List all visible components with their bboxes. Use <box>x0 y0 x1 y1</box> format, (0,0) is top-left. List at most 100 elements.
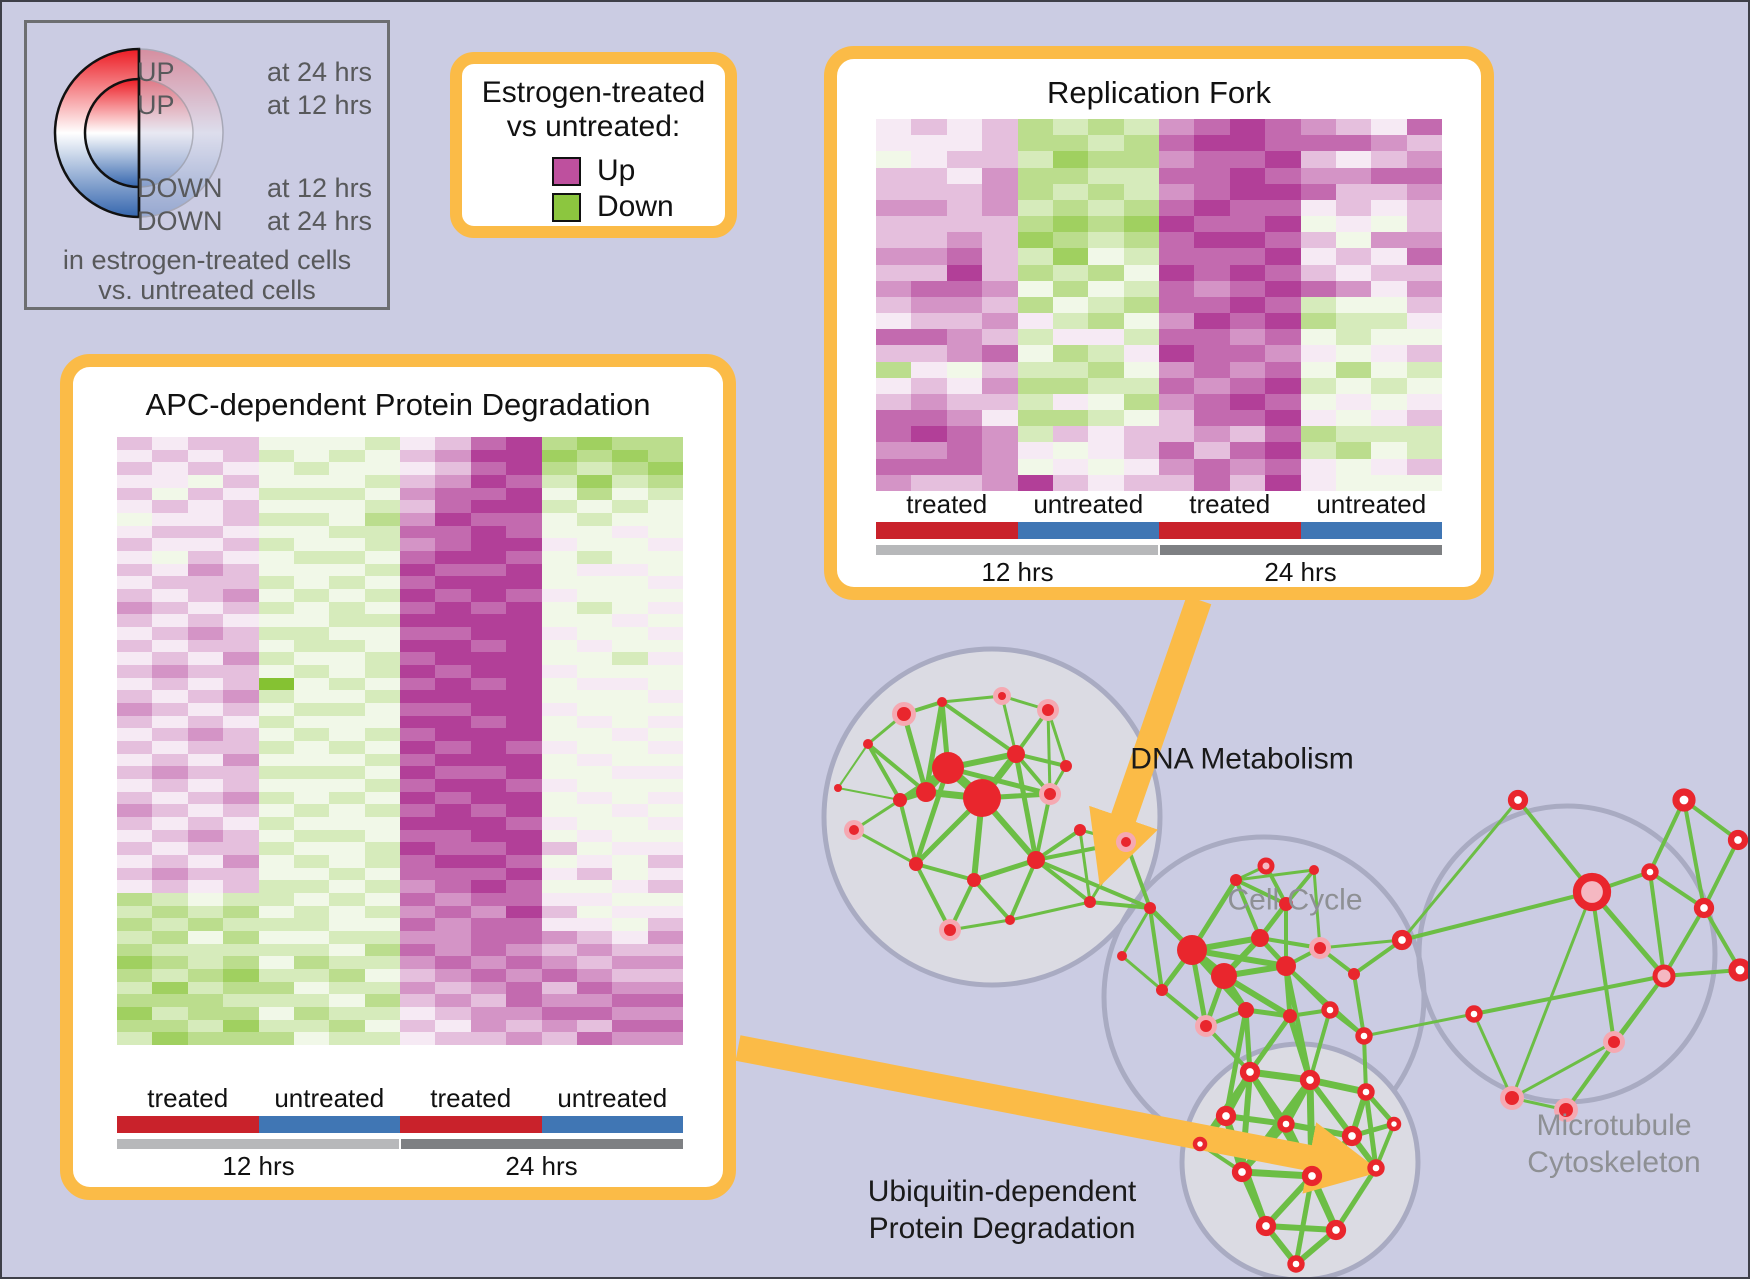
heatmap-cell <box>506 1032 542 1045</box>
heatmap-cell <box>400 1019 436 1033</box>
heatmap-cell <box>187 513 224 526</box>
heatmap-cell <box>982 377 1018 394</box>
heatmap-cell <box>1088 329 1124 346</box>
heatmap-cell <box>612 475 648 488</box>
heatmap-cell <box>647 728 683 741</box>
network-node <box>1287 1255 1305 1273</box>
heatmap-cell <box>293 842 330 855</box>
heatmap-cell <box>1052 183 1089 200</box>
heatmap-cell <box>435 956 471 969</box>
apc-degradation-panel: APC-dependent Protein Degradation treate… <box>60 354 736 1200</box>
heatmap-cell <box>117 690 153 703</box>
heatmap-cell <box>1371 280 1407 297</box>
heatmap-cell <box>329 551 365 564</box>
network-node <box>1507 789 1529 811</box>
heatmap-cell <box>435 779 471 792</box>
heatmap-cell <box>1265 183 1301 200</box>
heatmap-cell <box>400 639 436 653</box>
heatmap-cell <box>1406 410 1442 427</box>
heatmap-cell <box>400 462 436 475</box>
heatmap-cell <box>506 551 542 564</box>
heatmap-cell <box>647 703 683 716</box>
heatmap-cell <box>329 639 365 653</box>
heatmap-cell <box>400 728 436 741</box>
heatmap-cell <box>647 563 683 577</box>
heatmap-cell <box>1017 232 1053 249</box>
heatmap-cell <box>612 513 648 526</box>
heatmap-cell <box>1371 377 1407 394</box>
heatmap-cell <box>506 931 542 944</box>
heatmap-cell <box>400 779 436 792</box>
heatmap-cell <box>612 753 648 767</box>
heatmap-cell <box>152 715 188 729</box>
heatmap-cell <box>117 513 153 526</box>
network-edge <box>913 767 951 865</box>
heatmap-cell <box>187 715 224 729</box>
heatmap-cell <box>576 690 613 703</box>
heatmap-cell <box>435 842 471 855</box>
heatmap-cell <box>1371 216 1407 233</box>
heatmap-cell <box>576 766 613 779</box>
heatmap-cell <box>258 893 294 906</box>
heatmap-cell <box>435 449 471 463</box>
heatmap-cell <box>1194 377 1230 394</box>
heatmap-cell <box>506 652 542 665</box>
heatmap-cell <box>223 487 259 501</box>
heatmap-cell <box>1406 361 1442 378</box>
heatmap-cell <box>1052 313 1089 330</box>
estrogen-color-legend-panel: Estrogen-treated vs untreated: Up Down <box>450 52 737 238</box>
heatmap-cell <box>187 779 224 792</box>
heatmap-cell <box>982 329 1018 346</box>
heatmap-cell <box>1017 426 1053 443</box>
heatmap-cell <box>470 766 507 779</box>
heatmap-cell <box>911 377 947 394</box>
heatmap-cell <box>364 867 400 881</box>
heatmap-cell <box>258 994 294 1007</box>
heatmap-cell <box>1335 151 1372 168</box>
heatmap-cell <box>435 981 471 995</box>
heatmap-cell <box>541 893 577 906</box>
heatmap-cell <box>364 500 400 513</box>
heatmap-cell <box>1159 361 1195 378</box>
heatmap-cell <box>612 715 648 729</box>
heatmap-cell <box>1194 280 1230 297</box>
heatmap-cell <box>152 538 188 551</box>
heatmap-cell <box>364 1019 400 1033</box>
heatmap-cell <box>946 232 983 249</box>
network-edge <box>1265 1223 1337 1233</box>
heatmap-cell <box>506 462 542 475</box>
heatmap-cell <box>329 449 365 463</box>
heatmap-cell <box>329 690 365 703</box>
heatmap-cell <box>329 867 365 881</box>
heatmap-cell <box>470 867 507 881</box>
heatmap-cell <box>946 135 983 152</box>
heatmap-cell <box>293 817 330 830</box>
network-edge <box>898 799 918 865</box>
heatmap-cell <box>1300 248 1336 265</box>
heatmap-cell <box>576 627 613 640</box>
heatmap-cell <box>1088 183 1124 200</box>
heatmap-cell <box>1265 361 1301 378</box>
heatmap-cell <box>470 931 507 944</box>
heatmap-cell <box>152 880 188 893</box>
heatmap-cell <box>1088 167 1124 184</box>
heatmap-cell <box>1371 442 1407 459</box>
heatmap-cell <box>1123 296 1159 314</box>
heatmap-cell <box>576 551 613 564</box>
heatmap-cell <box>506 715 542 729</box>
heatmap-cell <box>1123 232 1159 249</box>
network-node <box>1084 896 1096 908</box>
heatmap-cell <box>258 437 294 450</box>
heatmap-cell <box>223 741 259 754</box>
heatmap-cell <box>223 931 259 944</box>
heatmap-cell <box>223 715 259 729</box>
network-node <box>1672 788 1696 812</box>
heatmap-cell <box>612 981 648 995</box>
network-node <box>863 739 873 749</box>
network-edge <box>1148 907 1164 991</box>
heatmap-cell <box>1052 361 1089 378</box>
network-edge <box>901 713 929 793</box>
network-edge <box>1401 890 1593 942</box>
heatmap-cell <box>223 652 259 665</box>
heatmap-cell <box>400 715 436 729</box>
